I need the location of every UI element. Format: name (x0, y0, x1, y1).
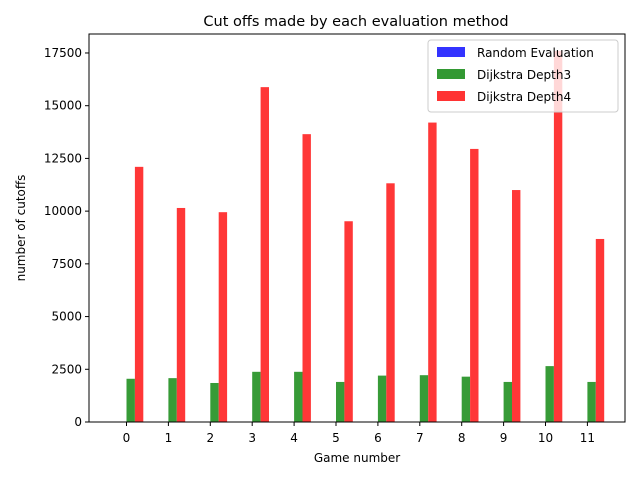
x-tick-label: 4 (290, 431, 298, 445)
x-tick-label: 7 (416, 431, 424, 445)
legend-box (427, 39, 619, 113)
y-tick-label: 15000 (44, 99, 82, 113)
bar-dijkstra-depth4-3 (260, 87, 269, 422)
bar-dijkstra-depth4-5 (344, 221, 353, 422)
bar-dijkstra-depth3-9 (503, 381, 512, 422)
bar-dijkstra-depth3-11 (587, 381, 596, 422)
y-tick-label: 0 (74, 415, 82, 429)
x-tick-label: 5 (332, 431, 340, 445)
bar-dijkstra-depth4-7 (428, 122, 437, 422)
bar-dijkstra-depth3-8 (461, 376, 471, 422)
x-axis-label: Game number (314, 451, 400, 465)
bar-dijkstra-depth3-0 (126, 378, 135, 422)
legend-swatch-dijkstra-depth4 (437, 91, 465, 101)
bar-dijkstra-depth3-3 (252, 371, 261, 422)
x-tick-label: 8 (458, 431, 466, 445)
bar-dijkstra-depth3-6 (377, 375, 387, 422)
y-tick-label: 7500 (51, 257, 82, 271)
y-axis-ticks: 0 2500 5000 7500 10000 12500 15000 17500 (44, 46, 89, 429)
bar-dijkstra-depth4-0 (134, 166, 144, 422)
bar-dijkstra-depth4-11 (595, 238, 605, 422)
bar-dijkstra-depth4-1 (176, 207, 186, 422)
x-tick-label: 10 (538, 431, 553, 445)
bar-dijkstra-depth4-9 (512, 190, 521, 422)
bar-dijkstra-depth3-1 (168, 378, 177, 422)
legend-swatch-dijkstra-depth3 (437, 69, 465, 79)
y-tick-label: 2500 (51, 362, 82, 376)
x-tick-label: 3 (248, 431, 256, 445)
x-tick-label: 0 (123, 431, 131, 445)
bar-dijkstra-depth3-2 (210, 382, 219, 422)
bar-dijkstra-depth3-5 (336, 381, 345, 422)
bar-dijkstra-depth3-10 (545, 366, 554, 422)
y-tick-label: 10000 (44, 204, 82, 218)
bar-dijkstra-depth4-4 (302, 134, 311, 423)
y-tick-label: 17500 (44, 46, 82, 60)
x-tick-label: 9 (500, 431, 508, 445)
legend: Random Evaluation Dijkstra Depth3 Dijkstra… (427, 39, 619, 113)
y-axis-label: number of cutoffs (14, 175, 28, 282)
bar-dijkstra-depth4-2 (218, 212, 228, 422)
x-tick-label: 6 (374, 431, 382, 445)
bar-dijkstra-depth4-10 (553, 50, 563, 422)
legend-swatch-random-evaluation (437, 47, 465, 57)
chart-title: Cut offs made by each evaluation method (203, 14, 508, 30)
y-tick-label: 5000 (51, 310, 82, 324)
y-tick-label: 12500 (44, 151, 82, 165)
legend-label-dijkstra-depth3: Dijkstra Depth3 (477, 68, 571, 82)
x-tick-label: 1 (165, 431, 173, 445)
plot-area-frame (88, 33, 626, 423)
bars-group (126, 50, 605, 423)
legend-label-random-evaluation: Random Evaluation (477, 46, 594, 60)
bar-dijkstra-depth4-8 (470, 148, 479, 422)
bar-dijkstra-depth4-6 (386, 183, 395, 422)
x-axis-ticks: 0 1 2 3 4 5 6 7 8 9 10 11 (123, 422, 595, 445)
bar-dijkstra-depth3-7 (419, 375, 429, 422)
bar-dijkstra-depth3-4 (294, 371, 303, 422)
legend-label-dijkstra-depth4: Dijkstra Depth4 (477, 90, 571, 104)
x-tick-label: 11 (580, 431, 595, 445)
x-tick-label: 2 (206, 431, 214, 445)
